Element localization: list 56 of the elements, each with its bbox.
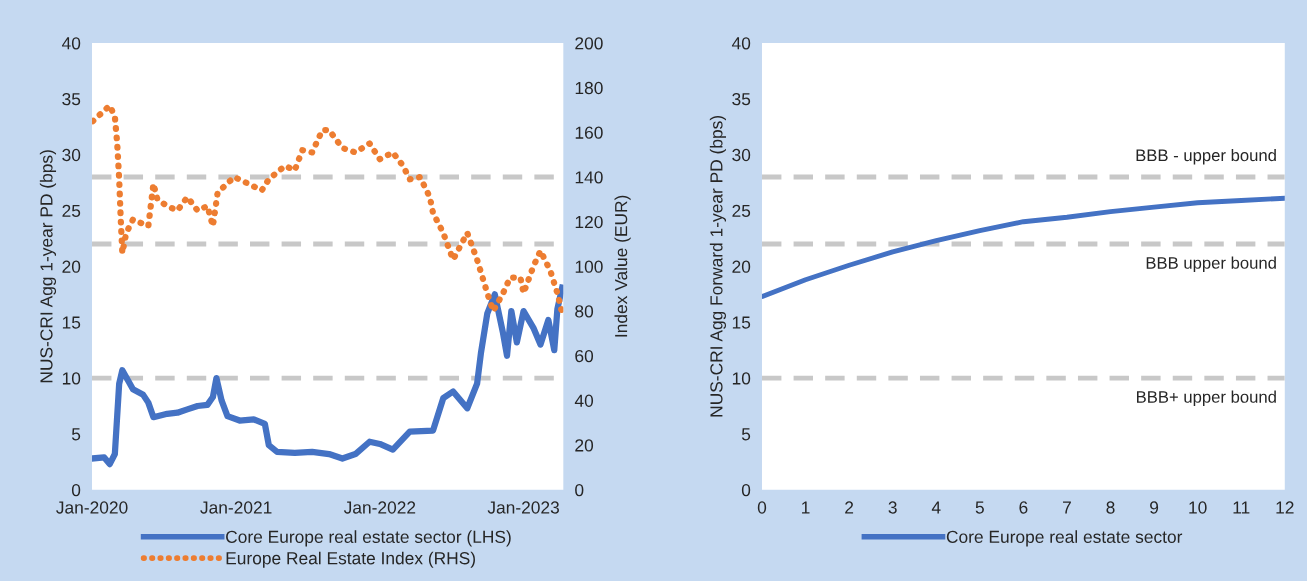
x-tick-label: 2: [845, 501, 854, 514]
y-tick-label: 0: [741, 483, 751, 497]
y-tick-label: 10: [732, 372, 751, 385]
x-tick-label: Jan-2021: [200, 501, 272, 514]
x-tick-label: 5: [975, 501, 984, 514]
line-series: [761, 195, 1285, 299]
y-axis-title: NUS-CRI Agg Forward 1-year PD (bps): [709, 115, 727, 417]
y-tick-label: 30: [732, 148, 751, 162]
ref-line-label: BBB upper bound: [1146, 256, 1276, 273]
y2-tick-label: 20: [575, 439, 594, 452]
x-tick-label: 12: [1276, 501, 1294, 514]
y-tick-label: 15: [732, 316, 751, 329]
x-tick-label: 6: [1019, 501, 1028, 514]
y-tick-label: 15: [62, 316, 81, 329]
y-tick-label: 0: [71, 483, 81, 497]
y-tick-label: 5: [741, 428, 751, 441]
y2-tick-label: 140: [575, 171, 603, 184]
x-tick-label: 1: [802, 501, 810, 514]
y-tick-label: 5: [71, 428, 81, 441]
x-tick-label: Jan-2023: [487, 501, 559, 514]
x-tick-label: 7: [1063, 501, 1071, 514]
y2-tick-label: 80: [575, 305, 594, 318]
legend-label: Core Europe real estate sector: [946, 530, 1183, 547]
x-tick-label: 3: [888, 501, 897, 514]
x-tick-label: 0: [757, 501, 767, 514]
y2-axis-title: Index Value (EUR): [614, 195, 631, 337]
y2-tick-label: 180: [575, 81, 603, 95]
y-tick-label: 35: [732, 93, 751, 106]
y2-tick-label: 120: [575, 215, 603, 229]
x-tick-label: 4: [931, 501, 941, 514]
y2-tick-label: 0: [575, 483, 584, 497]
x-tick-label: Jan-2022: [343, 501, 416, 514]
legend-label: Core Europe real estate sector (LHS): [226, 530, 511, 547]
y-tick-label: 20: [732, 260, 751, 273]
ref-line-label: BBB - upper bound: [1136, 148, 1276, 165]
y-tick-label: 35: [62, 93, 81, 106]
x-tick-label: 11: [1233, 501, 1250, 514]
ref-line-label: BBB+ upper bound: [1137, 390, 1276, 407]
x-tick-label: 10: [1189, 501, 1207, 514]
y-tick-label: 20: [62, 260, 81, 273]
y2-tick-label: 200: [575, 37, 603, 50]
y2-tick-label: 100: [575, 260, 603, 273]
x-tick-label: 9: [1150, 501, 1159, 514]
y2-tick-label: 160: [575, 126, 603, 139]
y-tick-label: 30: [62, 148, 81, 162]
y-tick-label: 25: [732, 204, 751, 217]
y-tick-label: 40: [61, 37, 81, 50]
x-tick-label: 8: [1106, 501, 1115, 514]
y-tick-label: 10: [62, 372, 81, 385]
y-axis-title: NUS-CRI Agg 1-year PD (bps): [39, 150, 57, 383]
x-tick-label: Jan-2020: [56, 501, 128, 514]
y-tick-label: 40: [731, 37, 751, 50]
y-tick-label: 25: [62, 204, 81, 217]
legend-label: Europe Real Estate Index (RHS): [226, 551, 475, 568]
y2-tick-label: 40: [574, 394, 594, 407]
y2-tick-label: 60: [575, 349, 594, 363]
